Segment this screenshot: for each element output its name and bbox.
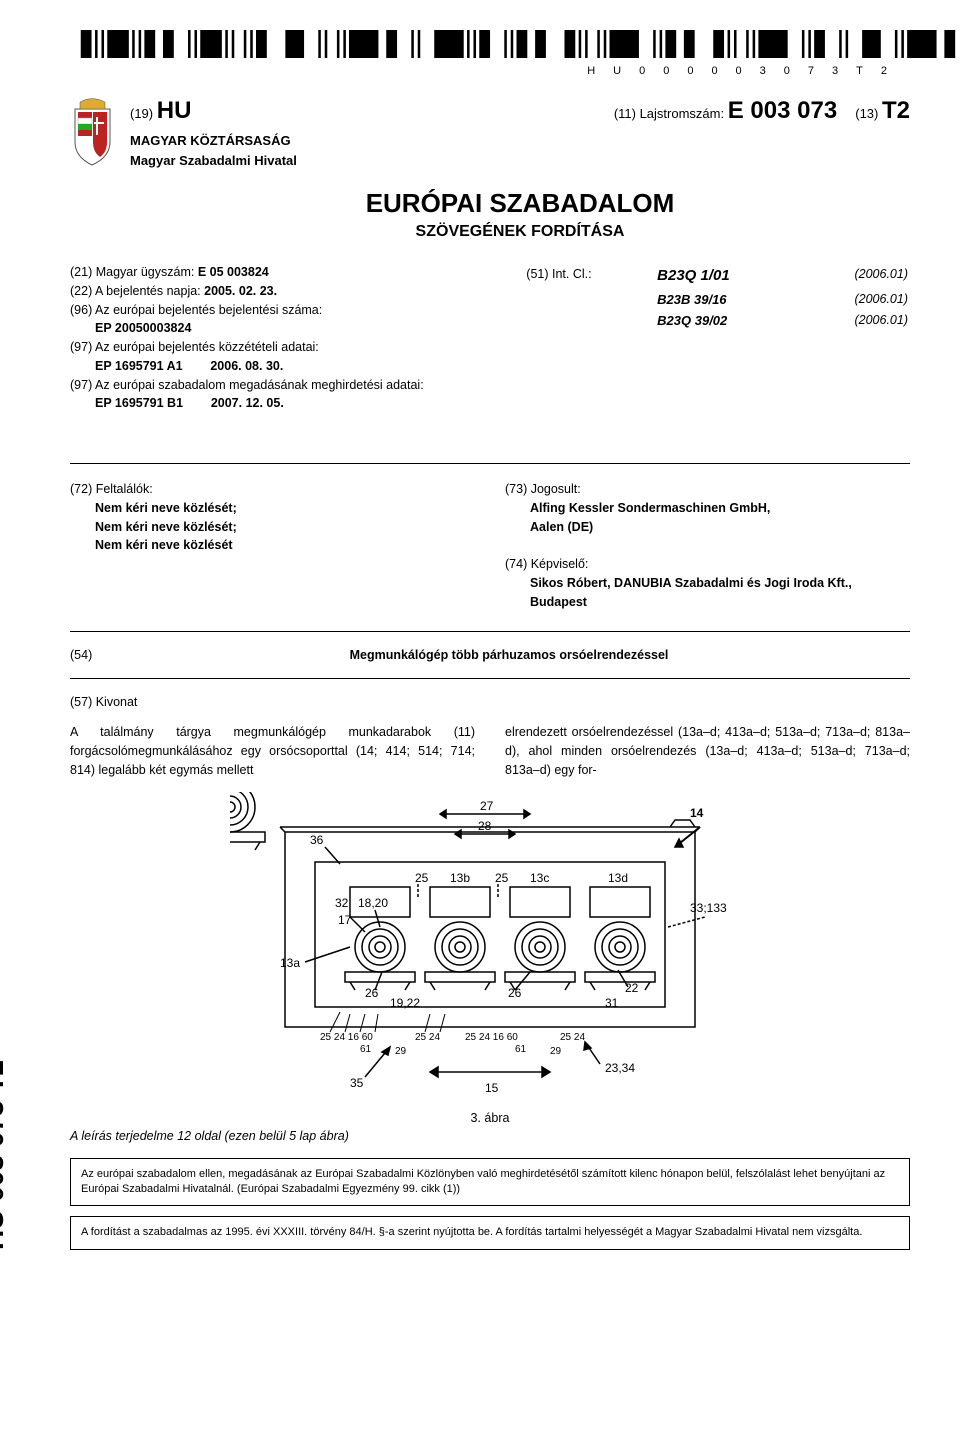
lbl-33: 33;133: [690, 901, 727, 915]
country-block: (19) HU: [130, 97, 191, 125]
crest-icon: [70, 97, 115, 167]
lbl-61b: 61: [515, 1044, 527, 1055]
lbl-btm1: 25 24 16 60: [320, 1032, 373, 1043]
f21-value: E 05 003824: [198, 265, 269, 279]
intcl-year-0: (2006.01): [802, 265, 908, 288]
lbl-2334: 23,34: [605, 1061, 635, 1075]
f97a-value: EP 1695791 A1 2006. 08. 30.: [70, 357, 494, 376]
issuer-line2: Magyar Szabadalmi Hivatal: [130, 151, 910, 171]
owner-line-0: Alfing Kessler Sondermaschinen GmbH,: [505, 499, 910, 518]
sub-title: SZÖVEGÉNEK FORDÍTÁSA: [130, 223, 910, 241]
issuer-line1: MAGYAR KÖZTÁRSASÁG: [130, 131, 910, 151]
intcl-code-2: B23Q 39/02: [657, 311, 800, 331]
lbl-31: 31: [605, 996, 619, 1010]
f22-value: 2005. 02. 23.: [204, 284, 277, 298]
f97b-label: (97) Az európai szabadalom megadásának m…: [70, 376, 494, 395]
barcode-block: ▐║█║▌▌║█║║▌▐▌║║█▌▌║▐█║▌║▌▌▐║║█▌║▌▌▐║║█▌║…: [70, 30, 910, 77]
f22-label: (22) A bejelentés napja:: [70, 284, 204, 298]
divider: [70, 463, 910, 464]
f96-value: EP 20050003824: [70, 319, 494, 338]
owner-label: (73) Jogosult:: [505, 480, 910, 499]
reg-number: E 003 073: [728, 97, 837, 124]
intcl-year-2: (2006.01): [802, 311, 908, 331]
owner-rep-col: (73) Jogosult: Alfing Kessler Sondermasc…: [505, 480, 910, 611]
lbl-25a: 25: [415, 871, 429, 885]
f21-label: (21) Magyar ügyszám:: [70, 265, 198, 279]
rep-label: (74) Képviselő:: [505, 555, 910, 574]
parties-block: (72) Feltalálók: Nem kéri neve közlését;…: [70, 480, 910, 611]
kind-label: (13): [855, 106, 878, 121]
abstract-text: A találmány tárgya megmunkálógép munkada…: [70, 723, 910, 779]
extent-text: A leírás terjedelme 12 oldal (ezen belül…: [70, 1129, 910, 1143]
lbl-61a: 61: [360, 1044, 372, 1055]
abstract-left: A találmány tárgya megmunkálógép munkada…: [70, 723, 475, 779]
figure-svg: 27 28 14 36: [230, 792, 750, 1102]
barcode-text: HU000003073T2: [70, 65, 910, 77]
inventor-2: Nem kéri neve közlését: [70, 536, 475, 555]
field-19-label: (19): [130, 106, 153, 121]
f54-label: (54): [70, 648, 100, 662]
lbl-36: 36: [310, 833, 324, 847]
lbl-btm3: 25 24 16 60: [465, 1032, 518, 1043]
lbl-32: 32: [335, 896, 349, 910]
lbl-17: 17: [338, 913, 352, 927]
divider-3: [70, 678, 910, 679]
inventor-0: Nem kéri neve közlését;: [70, 499, 475, 518]
note-box-2: A fordítást a szabadalmas az 1995. évi X…: [70, 1216, 910, 1249]
reg-label: (11) Lajstromszám:: [614, 106, 724, 121]
f97a-label: (97) Az európai bejelentés közzétételi a…: [70, 338, 494, 357]
divider-2: [70, 631, 910, 632]
spine-text: HU 003 073 T2: [0, 1060, 10, 1250]
f97b-value: EP 1695791 B1 2007. 12. 05.: [70, 394, 494, 413]
registration-block: (11) Lajstromszám: E 003 073 (13) T2: [614, 97, 910, 125]
lbl-btm2: 25 24: [415, 1032, 440, 1043]
inventors-col: (72) Feltalálók: Nem kéri neve közlését;…: [70, 480, 475, 611]
lbl-27: 27: [480, 799, 494, 813]
lbl-28: 28: [478, 819, 492, 833]
intcl-label: (51) Int. Cl.:: [526, 265, 655, 288]
figure-caption: 3. ábra: [70, 1111, 910, 1125]
biblio-right: (51) Int. Cl.: B23Q 1/01 (2006.01) B23B …: [524, 263, 910, 413]
inventor-1: Nem kéri neve közlését;: [70, 518, 475, 537]
lbl-14: 14: [690, 806, 704, 820]
main-title: EURÓPAI SZABADALOM: [130, 188, 910, 219]
kind-code: T2: [882, 97, 910, 124]
lbl-29a: 29: [395, 1046, 407, 1057]
lbl-btm4: 25 24: [560, 1032, 585, 1043]
intcl-code-1: B23B 39/16: [657, 290, 800, 310]
lbl-26a: 26: [365, 986, 379, 1000]
lbl-13d: 13d: [608, 871, 628, 885]
lbl-13c: 13c: [530, 871, 549, 885]
bibliographic-data: (21) Magyar ügyszám: E 05 003824 (22) A …: [70, 263, 910, 413]
lbl-1820: 18,20: [358, 896, 388, 910]
owner-line-1: Aalen (DE): [505, 518, 910, 537]
lbl-13a: 13a: [280, 956, 300, 970]
lbl-29b: 29: [550, 1046, 562, 1057]
figure-area: 27 28 14 36: [70, 792, 910, 1105]
f96-label: (96) Az európai bejelentés bejelentési s…: [70, 301, 494, 320]
f54-text: Megmunkálógép több párhuzamos orsóelrend…: [108, 648, 910, 662]
lbl-26b: 26: [508, 986, 522, 1000]
f57-label: (57) Kivonat: [70, 695, 910, 709]
field-54: (54) Megmunkálógép több párhuzamos orsóe…: [70, 648, 910, 662]
lbl-15: 15: [485, 1081, 499, 1095]
lbl-35: 35: [350, 1076, 364, 1090]
lbl-13b: 13b: [450, 871, 470, 885]
document-header: (19) HU (11) Lajstromszám: E 003 073 (13…: [70, 97, 910, 253]
inventors-label: (72) Feltalálók:: [70, 480, 475, 499]
biblio-left: (21) Magyar ügyszám: E 05 003824 (22) A …: [70, 263, 494, 413]
issuer-block: MAGYAR KÖZTÁRSASÁG Magyar Szabadalmi Hiv…: [130, 131, 910, 170]
country-code: HU: [157, 97, 192, 124]
barcode-graphic: ▐║█║▌▌║█║║▌▐▌║║█▌▌║▐█║▌║▌▌▐║║█▌║▌▌▐║║█▌║…: [70, 30, 960, 58]
lbl-22: 22: [625, 981, 639, 995]
abstract-right: elrendezett orsóelrendezéssel (13a–d; 41…: [505, 723, 910, 779]
lbl-25b: 25: [495, 871, 509, 885]
rep-line-0: Sikos Róbert, DANUBIA Szabadalmi és Jogi…: [505, 574, 910, 612]
intcl-year-1: (2006.01): [802, 290, 908, 310]
lbl-1922: 19,22: [390, 996, 420, 1010]
note-box-1: Az európai szabadalom ellen, megadásának…: [70, 1158, 910, 1207]
intcl-code-0: B23Q 1/01: [657, 265, 800, 288]
